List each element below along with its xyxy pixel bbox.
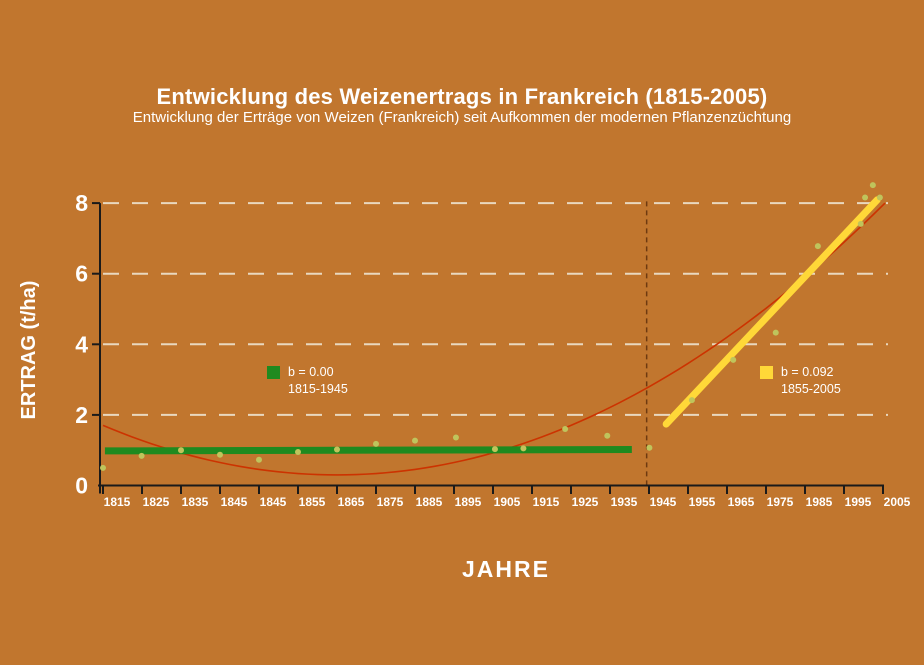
data-point — [138, 452, 145, 459]
x-tick-label: 1895 — [455, 495, 482, 509]
y-tick-label: 0 — [75, 473, 88, 499]
data-point — [862, 194, 869, 201]
data-point — [100, 464, 106, 471]
chart-title: Entwicklung des Weizenertrags in Frankre… — [156, 84, 768, 109]
x-tick-label: 1975 — [767, 495, 794, 509]
data-point — [295, 448, 301, 455]
x-tick-label: 1985 — [806, 495, 833, 509]
x-tick-label: 1995 — [845, 495, 872, 509]
y-tick-label: 2 — [75, 402, 88, 428]
data-point — [217, 451, 223, 458]
legend-yellow-slope: b = 0.092 — [781, 365, 834, 379]
y-tick-label: 8 — [75, 190, 88, 216]
x-tick-label: 1855 — [299, 495, 326, 509]
data-point — [869, 182, 876, 189]
x-tick-label: 1935 — [611, 495, 638, 509]
x-tick-label: 1875 — [377, 495, 404, 509]
legend-green-trend: b = 0.00 1815-1945 — [267, 364, 348, 398]
quadratic-trend-curve — [102, 202, 886, 476]
data-point — [412, 437, 418, 444]
yellow-trend-swatch — [760, 366, 773, 379]
data-point — [604, 432, 611, 439]
legend-yellow-range: 1855-2005 — [781, 382, 841, 396]
y-tick-label: 4 — [75, 331, 88, 357]
x-tick-label: 1835 — [182, 495, 209, 509]
x-tick-label: 1845 — [221, 495, 248, 509]
x-tick-label: 2005 — [884, 495, 911, 509]
x-tick-label: 1825 — [143, 495, 170, 509]
data-point — [491, 446, 498, 453]
legend-yellow-text: b = 0.092 1855-2005 — [781, 364, 841, 398]
data-point — [256, 456, 262, 463]
data-point — [814, 243, 821, 250]
data-point — [730, 356, 737, 363]
data-points — [100, 182, 883, 471]
x-tick-label: 1815 — [104, 495, 131, 509]
green-trend-swatch — [267, 366, 280, 379]
x-tick-label: 1945 — [650, 495, 677, 509]
legend-yellow-trend: b = 0.092 1855-2005 — [760, 364, 841, 398]
data-point — [646, 444, 653, 451]
y-tick-label: 6 — [75, 261, 88, 287]
x-axis-title: JAHRE — [462, 556, 550, 582]
chart-subtitle: Entwicklung der Erträge von Weizen (Fran… — [132, 109, 792, 126]
data-point — [857, 220, 864, 227]
x-tick-label: 1865 — [338, 495, 365, 509]
y-tick-labels: 0 2 4 6 8 — [75, 190, 88, 498]
x-tick-label: 1905 — [494, 495, 521, 509]
legend-green-range: 1815-1945 — [288, 382, 348, 396]
data-point — [772, 329, 779, 336]
legend-green-text: b = 0.00 1815-1945 — [288, 364, 348, 398]
x-tick-label: 1915 — [533, 495, 560, 509]
trend-line-yellow — [662, 196, 881, 428]
x-tick-label: 1965 — [728, 495, 755, 509]
data-point — [688, 397, 695, 404]
x-tick-label: 1955 — [689, 495, 716, 509]
data-point — [520, 445, 527, 452]
gridlines — [103, 202, 888, 416]
axes — [92, 202, 884, 494]
data-point — [452, 434, 459, 441]
data-point — [178, 447, 184, 454]
x-tick-label: 1845 — [260, 495, 287, 509]
legend-green-slope: b = 0.00 — [288, 365, 334, 379]
data-point — [334, 446, 340, 453]
x-tick-label: 1885 — [416, 495, 443, 509]
data-point — [562, 426, 569, 433]
data-point — [876, 194, 883, 201]
x-tick-label: 1925 — [572, 495, 599, 509]
x-tick-labels: 1815 1825 1835 1845 1845 1855 1865 1875 1885 1895… — [104, 495, 911, 509]
trend-line-green — [104, 445, 632, 455]
data-point — [373, 440, 379, 447]
